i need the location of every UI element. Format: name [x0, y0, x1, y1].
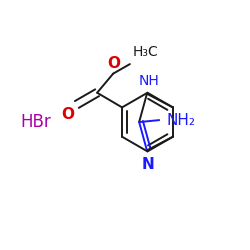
Text: N: N	[142, 157, 154, 172]
Text: O: O	[61, 108, 74, 122]
Text: NH₂: NH₂	[166, 112, 195, 128]
Text: NH: NH	[138, 74, 159, 88]
Text: H₃C: H₃C	[133, 45, 158, 59]
Text: HBr: HBr	[20, 113, 51, 131]
Text: O: O	[108, 56, 121, 71]
